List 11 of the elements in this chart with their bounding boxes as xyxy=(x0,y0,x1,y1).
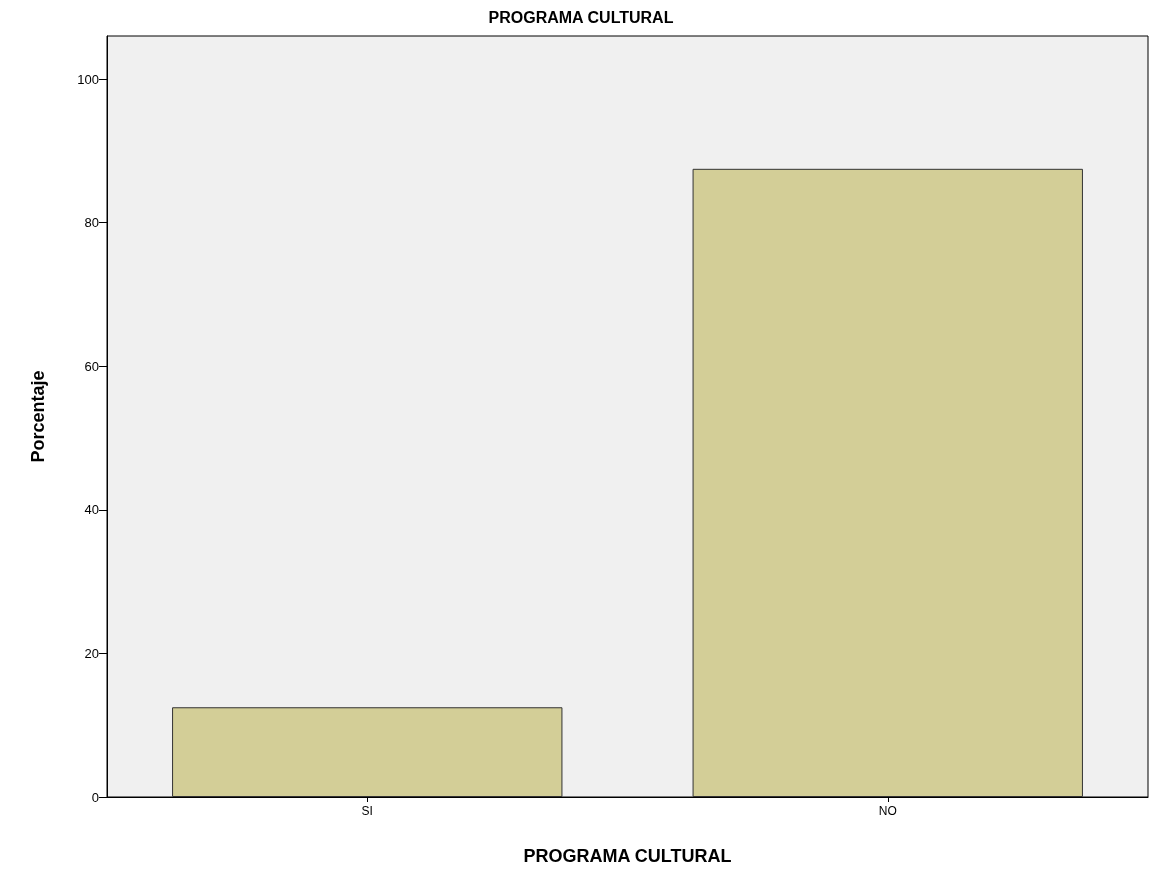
y-axis-title: Porcentaje xyxy=(28,370,48,463)
y-tick-label: 40 xyxy=(84,502,99,518)
y-tick-label: 20 xyxy=(84,645,99,661)
y-tick-label: 100 xyxy=(77,71,99,87)
y-tick-label: 0 xyxy=(91,789,99,805)
chart-title: PROGRAMA CULTURAL xyxy=(488,8,674,26)
y-tick-label: 60 xyxy=(84,358,99,374)
y-tick-label: 80 xyxy=(84,215,99,231)
x-axis-title: PROGRAMA CULTURAL xyxy=(523,846,732,866)
x-tick-label: NO xyxy=(878,804,897,818)
x-tick-label: SI xyxy=(361,804,373,818)
